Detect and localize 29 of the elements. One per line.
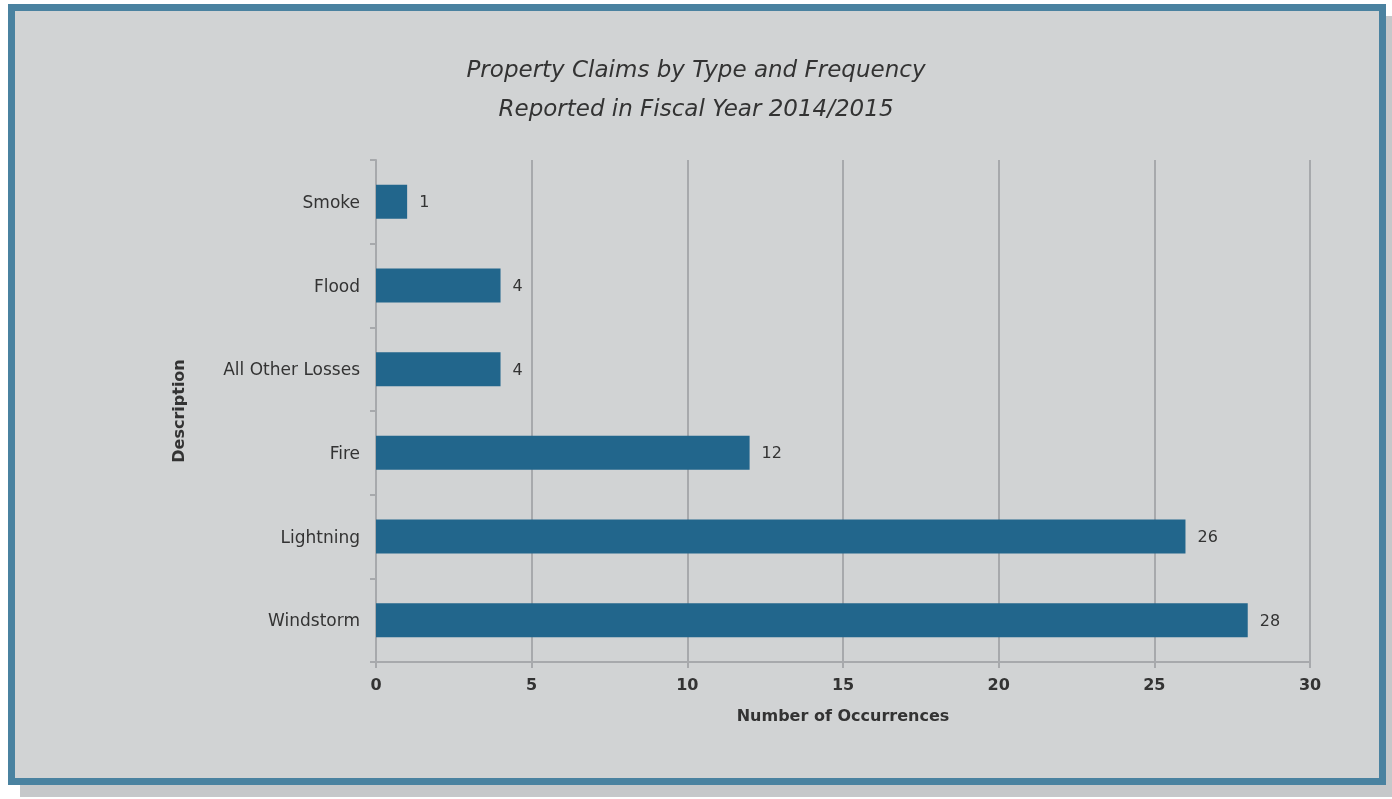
chart-subtitle: Reported in Fiscal Year 2014/2015 <box>498 94 894 121</box>
x-tick-label: 30 <box>1298 674 1322 694</box>
bar <box>376 352 501 387</box>
data-label: 1 <box>419 192 430 212</box>
y-tick-label: All Other Losses <box>223 359 361 380</box>
x-tick-label: 20 <box>987 674 1010 694</box>
x-tick-label: 0 <box>370 674 382 694</box>
x-axis-title: Number of Occurrences <box>736 705 950 725</box>
data-label: 12 <box>761 443 782 463</box>
x-tick-label: 15 <box>831 674 855 694</box>
bar <box>376 435 750 470</box>
chart-title: Property Claims by Type and Frequency <box>466 55 926 82</box>
data-label: 26 <box>1197 527 1218 546</box>
y-tick-label: Lightning <box>280 526 360 547</box>
x-tick-label: 5 <box>526 674 538 694</box>
y-tick-label: Flood <box>313 275 360 296</box>
y-tick-label: Windstorm <box>268 610 360 631</box>
y-axis-title: Description <box>168 359 188 463</box>
data-label: 4 <box>512 359 523 379</box>
x-tick-label: 25 <box>1143 674 1166 694</box>
data-label: 4 <box>512 276 523 295</box>
y-tick-label: Smoke <box>302 191 360 212</box>
bar <box>376 603 1248 638</box>
x-tick-label: 10 <box>676 674 699 694</box>
bar <box>376 268 501 303</box>
y-tick-label: Fire <box>329 442 360 463</box>
bar <box>376 184 408 219</box>
bar <box>376 519 1186 554</box>
data-label: 28 <box>1259 610 1281 630</box>
